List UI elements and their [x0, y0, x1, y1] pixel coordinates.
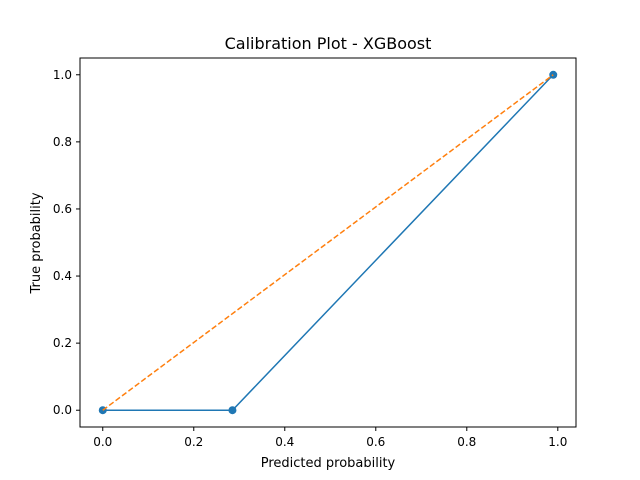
y-axis-label: True probability [29, 192, 44, 294]
x-tick-label: 0.6 [366, 435, 385, 449]
y-axis: 0.0 0.2 0.4 0.6 0.8 1.0 [53, 68, 80, 417]
y-tick-label: 0.8 [53, 135, 72, 149]
x-tick-label: 0.4 [275, 435, 294, 449]
x-tick-label: 1.0 [548, 435, 567, 449]
chart-title: Calibration Plot - XGBoost [225, 34, 432, 53]
x-tick-label: 0.0 [93, 435, 112, 449]
y-tick-label: 0.6 [53, 202, 72, 216]
y-tick-label: 1.0 [53, 68, 72, 82]
x-tick-label: 0.2 [184, 435, 203, 449]
y-tick-label: 0.2 [53, 336, 72, 350]
y-tick-label: 0.4 [53, 269, 72, 283]
series-layer [98, 70, 558, 415]
x-tick-label: 0.8 [457, 435, 476, 449]
x-axis: 0.0 0.2 0.4 0.6 0.8 1.0 [93, 427, 567, 449]
calibration-point [228, 406, 237, 415]
x-axis-label: Predicted probability [261, 456, 396, 471]
plot-frame [79, 57, 577, 428]
reference-diagonal-line [102, 74, 554, 411]
y-tick-label: 0.0 [53, 403, 72, 417]
